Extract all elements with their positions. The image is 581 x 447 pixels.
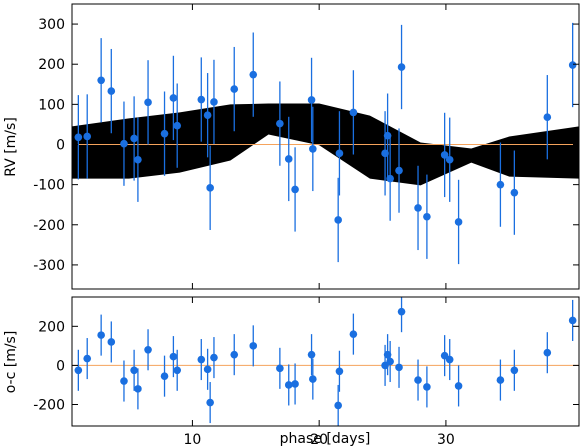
bottom-data-point (206, 398, 214, 407)
bottom-y-tick-label: 200 (38, 319, 65, 335)
top-data-point (386, 174, 394, 183)
top-data-point (210, 98, 218, 106)
bottom-data-point (230, 350, 239, 359)
bottom-y-tick-label: 0 (56, 358, 65, 374)
bottom-data-point (107, 338, 116, 346)
top-data-point (97, 76, 105, 85)
top-data-point (120, 139, 128, 148)
bottom-data-point (291, 380, 299, 388)
bottom-data-point (284, 381, 293, 389)
top-data-point (74, 133, 83, 142)
top-data-point (173, 121, 182, 130)
bottom-data-point (397, 307, 406, 316)
bottom-data-point (144, 345, 152, 354)
bottom-data-point (395, 363, 403, 372)
bottom-data-point (169, 352, 178, 361)
bottom-panel: 10 20 30 -200 0 200 o-c [m/s] phase [days] (3, 296, 580, 447)
top-data-point (130, 134, 138, 143)
top-data-point (197, 95, 206, 104)
bottom-data-point (203, 365, 212, 374)
top-data-point (203, 111, 212, 119)
top-data-point (395, 166, 403, 175)
bottom-x-tick-label: 20 (310, 432, 328, 447)
top-panel: -300 -200 -100 0 100 200 300 RV [m/s] (3, 3, 580, 290)
top-y-tick-label: 200 (38, 57, 65, 73)
bottom-data-point (414, 376, 422, 384)
bottom-data-point (496, 376, 505, 384)
top-data-point (284, 155, 293, 163)
bottom-data-point (83, 354, 92, 363)
top-y-tick-label: -200 (33, 218, 65, 234)
top-y-tick-label: 0 (56, 137, 65, 153)
top-data-point (144, 98, 152, 107)
bottom-y-tick-label: -200 (33, 398, 65, 414)
bottom-panel-frame (71, 296, 580, 427)
bottom-x-tick-label: 10 (183, 432, 201, 447)
bottom-data-point (197, 355, 206, 364)
top-panel-frame (71, 3, 580, 290)
bottom-data-point (307, 350, 316, 359)
bottom-data-point (349, 330, 358, 338)
top-data-point (309, 145, 317, 153)
top-data-point (334, 216, 342, 224)
bottom-data-point (173, 366, 182, 375)
top-data-point (397, 63, 406, 71)
top-data-point (291, 185, 299, 194)
bottom-data-point (120, 377, 128, 385)
bottom-data-point (134, 385, 142, 393)
bottom-data-point (423, 383, 431, 391)
top-data-point (160, 129, 169, 138)
top-plot-area (72, 22, 579, 265)
bottom-data-point (97, 331, 105, 339)
top-data-point (423, 212, 431, 221)
top-data-point (445, 155, 454, 164)
bottom-data-point (210, 353, 218, 362)
bottom-axis-ticks: 10 20 30 -200 0 200 (33, 297, 579, 447)
bottom-data-point (249, 342, 258, 350)
bottom-data-point (130, 366, 138, 375)
bottom-data-point (335, 367, 344, 376)
top-data-point (206, 184, 214, 192)
top-data-point (496, 180, 505, 189)
bottom-data-point (445, 355, 454, 364)
top-data-point (276, 119, 284, 128)
bottom-y-axis-label: o-c [m/s] (3, 331, 19, 394)
top-y-tick-label: 100 (38, 97, 65, 113)
bottom-data-point (386, 357, 394, 366)
top-data-point (249, 70, 258, 79)
top-data-point (230, 85, 239, 93)
bottom-data-point (454, 382, 463, 390)
bottom-data-point (334, 401, 342, 410)
bottom-data-point (276, 364, 284, 373)
top-data-point (134, 155, 142, 164)
top-y-axis-label: RV [m/s] (3, 117, 19, 177)
top-data-point (349, 108, 358, 117)
top-data-point (414, 204, 422, 212)
top-y-tick-label: -300 (33, 258, 65, 274)
bottom-data-point (74, 366, 83, 375)
bottom-plot-area (72, 297, 579, 426)
top-data-point (510, 188, 519, 197)
bottom-x-tick-label: 30 (437, 432, 455, 447)
top-data-point (543, 113, 552, 121)
x-axis-label: phase [days] (280, 431, 371, 447)
top-data-point (454, 218, 463, 226)
top-data-point (335, 149, 344, 158)
top-data-point (568, 61, 577, 69)
top-data-point (307, 96, 316, 104)
bottom-data-point (309, 375, 317, 383)
top-data-point (169, 94, 178, 102)
bottom-data-point (568, 316, 577, 325)
top-data-point (440, 151, 449, 159)
bottom-data-point (160, 372, 169, 380)
bottom-data-point (543, 348, 552, 357)
top-y-tick-label: -100 (33, 178, 65, 194)
top-data-point (83, 132, 92, 141)
bottom-data-point (510, 366, 519, 375)
top-data-point (107, 87, 116, 95)
top-axis-ticks: -300 -200 -100 0 100 200 300 (33, 4, 579, 289)
top-y-tick-label: 300 (38, 17, 65, 33)
